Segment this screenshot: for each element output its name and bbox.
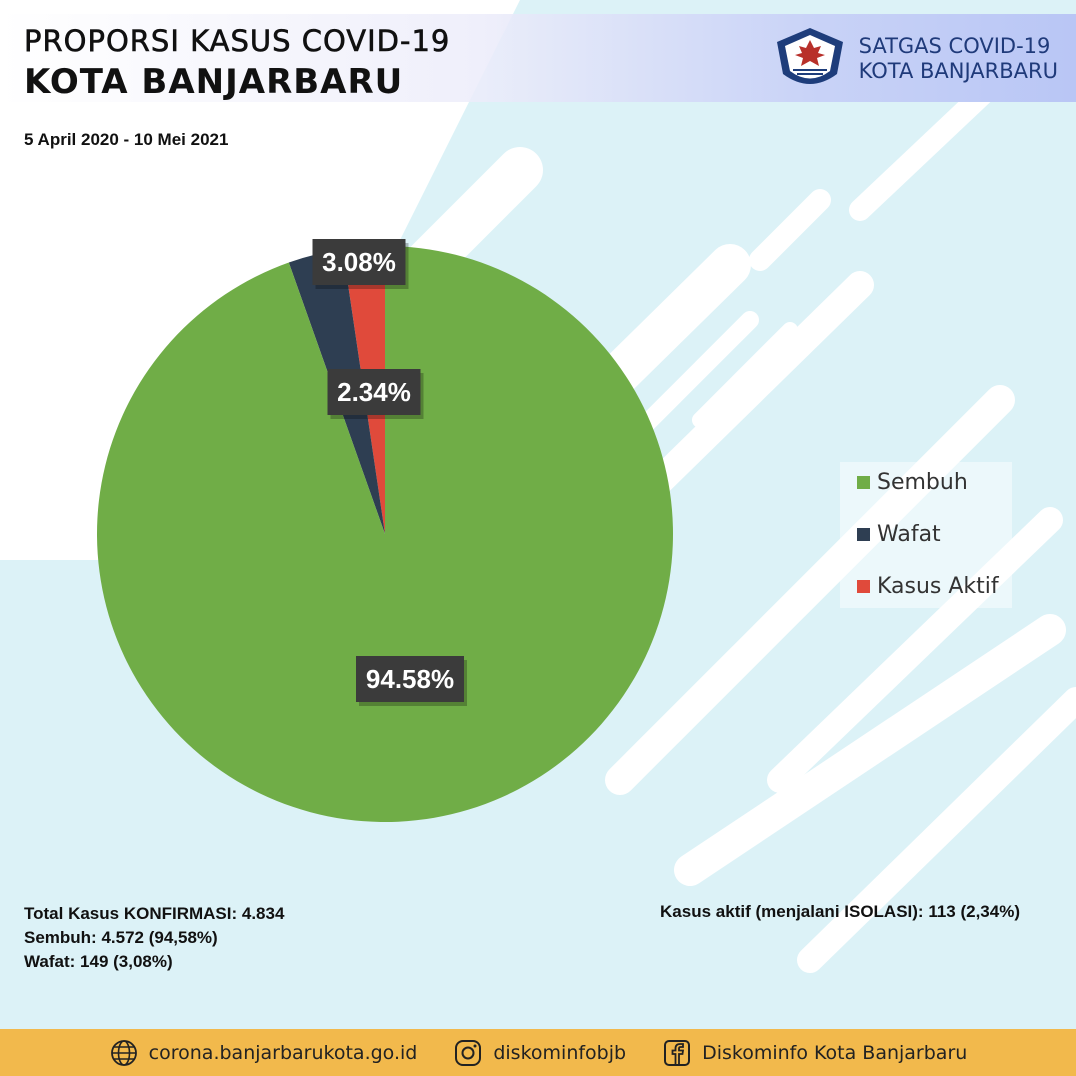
instagram-icon: [455, 1039, 482, 1066]
pie-labels: 94.58% 3.08% 2.34%: [312, 239, 467, 706]
brand-line-1: SATGAS COVID-19: [858, 34, 1051, 58]
data-label-text: 3.08%: [322, 247, 396, 277]
stats-summary: Total Kasus KONFIRMASI: 4.834 Sembuh: 4.…: [24, 902, 284, 974]
footer-facebook-text: Diskominfo Kota Banjarbaru: [702, 1041, 968, 1064]
legend-label-wafat: Wafat: [877, 522, 941, 547]
legend-swatch-wafat: [857, 528, 870, 541]
facebook-icon: [664, 1039, 691, 1066]
legend-swatch-sembuh: [857, 476, 870, 489]
stat-sembuh: Sembuh: 4.572 (94,58%): [24, 928, 218, 947]
legend-item-wafat: Wafat: [857, 522, 941, 547]
data-label-kasus-aktif: 2.34%: [327, 369, 424, 419]
brand-line-2: KOTA BANJARBARU: [858, 59, 1058, 83]
pie-slice-sembuh: [96, 246, 673, 822]
satgas-logo-icon: [776, 28, 843, 84]
globe-icon: [110, 1039, 137, 1066]
footer-website[interactable]: corona.banjarbarukota.go.id: [109, 1038, 418, 1068]
stat-wafat: Wafat: 149 (3,08%): [24, 952, 173, 971]
footer-instagram-text: diskominfobjb: [493, 1041, 627, 1064]
page-title-line-1: PROPORSI KASUS COVID-19: [24, 24, 451, 59]
legend-item-sembuh: Sembuh: [857, 470, 968, 495]
footer-website-text: corona.banjarbarukota.go.id: [148, 1041, 418, 1064]
data-label-text: 2.34%: [337, 377, 411, 407]
data-label-sembuh: 94.58%: [356, 656, 467, 706]
legend-label-kasus-aktif: Kasus Aktif: [877, 574, 999, 599]
footer-instagram[interactable]: diskominfobjb: [453, 1038, 626, 1068]
data-label-wafat: 3.08%: [312, 239, 409, 289]
brand-text: SATGAS COVID-19 KOTA BANJARBARU: [859, 34, 1058, 84]
stat-total: Total Kasus KONFIRMASI: 4.834: [24, 904, 285, 923]
header-band: [0, 14, 1076, 102]
stat-kasus-aktif: Kasus aktif (menjalani ISOLASI): 113 (2,…: [660, 902, 1020, 921]
legend-swatch-kasus-aktif: [857, 580, 870, 593]
chart-legend: Sembuh Wafat Kasus Aktif: [840, 462, 1012, 608]
legend-item-kasus-aktif: Kasus Aktif: [857, 574, 999, 599]
data-label-text: 94.58%: [366, 664, 454, 694]
legend-label-sembuh: Sembuh: [877, 470, 968, 495]
period-label: 5 April 2020 - 10 Mei 2021: [24, 130, 229, 149]
brand-block: SATGAS COVID-19 KOTA BANJARBARU: [773, 22, 1058, 96]
pie-slices: [96, 246, 673, 822]
footer-bar: corona.banjarbarukota.go.id diskominfobj…: [0, 1029, 1076, 1076]
page-title-line-2: KOTA BANJARBARU: [24, 62, 404, 102]
footer-facebook[interactable]: Diskominfo Kota Banjarbaru: [662, 1038, 967, 1068]
